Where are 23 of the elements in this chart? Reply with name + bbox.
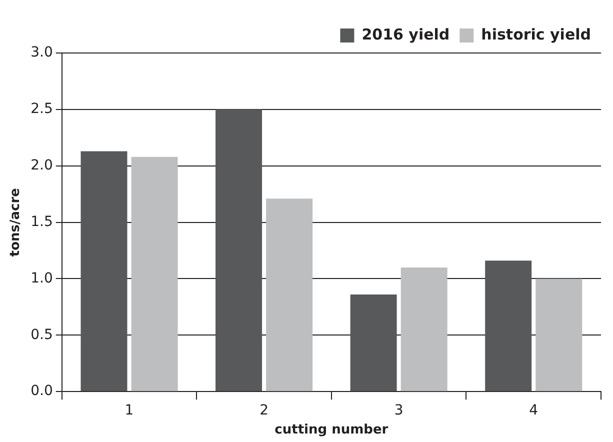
y-tick-label: 0.0 [30,383,53,400]
bar [80,151,128,392]
legend-label: historic yield [481,25,592,44]
y-tick-label: 2.0 [30,158,53,174]
y-tick-label: 1.0 [30,270,53,286]
legend-label: 2016 yield [362,25,450,44]
y-tick-label: 3.0 [30,44,53,61]
x-tick-label: 1 [124,402,134,419]
bar [536,278,582,392]
x-axis-title: cutting number [274,422,389,438]
x-tick-label: 4 [529,402,538,419]
bar [266,198,313,392]
x-tick-label: 3 [394,402,404,419]
y-axis-title: tons/acre [8,188,24,257]
x-tick-label: 2 [260,402,268,419]
bar [131,156,178,392]
y-tick-label: 2.5 [30,101,53,118]
bar [350,294,397,392]
y-tick-label: 1.5 [30,214,53,230]
bar [216,109,262,392]
bar [400,267,448,392]
y-tick-label: 0.5 [30,326,53,343]
bar [485,260,532,392]
